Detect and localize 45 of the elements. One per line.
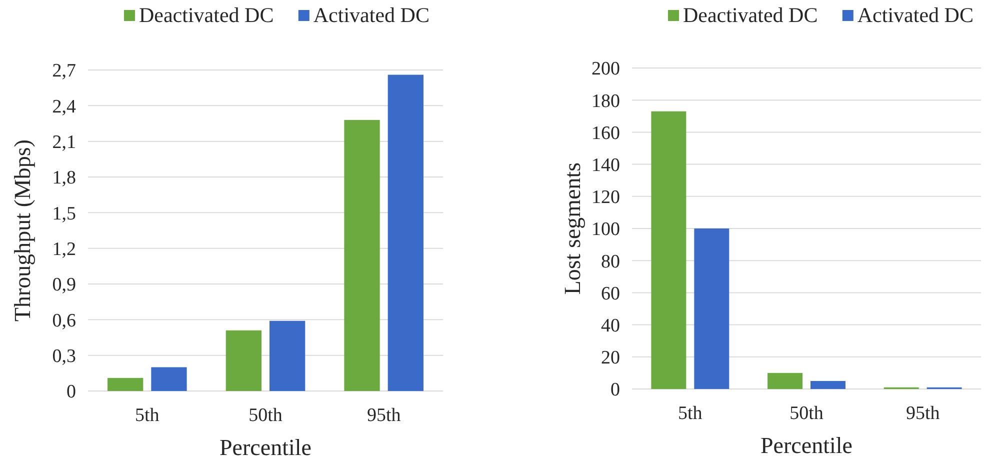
y-tick-label: 2,1 <box>52 132 76 153</box>
y-axis-title: Lost segments <box>560 162 585 295</box>
legend-label: Deactivated DC <box>139 3 274 27</box>
bar <box>810 380 846 389</box>
y-tick-label: 2,7 <box>52 60 76 82</box>
y-tick-label: 0,6 <box>52 310 76 332</box>
y-tick-label: 140 <box>592 154 620 176</box>
bar <box>694 228 730 389</box>
y-tick-label: 2,4 <box>52 96 76 118</box>
y-tick-label: 40 <box>601 315 620 336</box>
x-tick-label: 50th <box>790 403 824 424</box>
bar <box>344 120 380 391</box>
bar <box>151 367 187 391</box>
legend-label: Activated DC <box>313 3 430 27</box>
y-tick-label: 1,8 <box>52 168 76 189</box>
legend-label: Deactivated DC <box>683 3 818 27</box>
y-tick-label: 100 <box>592 219 620 240</box>
bar <box>108 378 144 391</box>
bar <box>270 320 306 391</box>
x-tick-label: 50th <box>248 405 283 426</box>
y-tick-label: 180 <box>592 90 620 112</box>
legend-label: Activated DC <box>857 3 974 27</box>
bar <box>768 372 802 389</box>
y-tick-label: 1,2 <box>52 238 76 260</box>
x-tick-label: 95th <box>906 403 940 424</box>
y-tick-label: 0,9 <box>52 274 76 296</box>
bar <box>651 111 686 389</box>
x-axis-title: Percentile <box>220 435 312 459</box>
x-tick-label: 95th <box>366 405 402 426</box>
x-axis-title: Percentile <box>760 433 852 458</box>
y-tick-label: 120 <box>592 187 620 208</box>
y-tick-label: 160 <box>592 122 620 144</box>
x-tick-label: 5th <box>135 405 160 426</box>
y-axis-title: Throughput (Mbps) <box>10 139 35 322</box>
x-tick-label: 5th <box>678 403 703 424</box>
bar <box>226 330 262 391</box>
y-tick-label: 1,5 <box>52 203 76 224</box>
y-tick-label: 60 <box>601 283 620 304</box>
y-tick-label: 20 <box>601 348 620 369</box>
y-tick-label: 200 <box>592 58 620 80</box>
y-tick-label: 0,3 <box>52 346 76 367</box>
bar <box>388 74 424 391</box>
y-tick-label: 80 <box>601 251 620 272</box>
y-tick-label: 0 <box>66 382 76 403</box>
y-tick-label: 0 <box>610 380 620 401</box>
